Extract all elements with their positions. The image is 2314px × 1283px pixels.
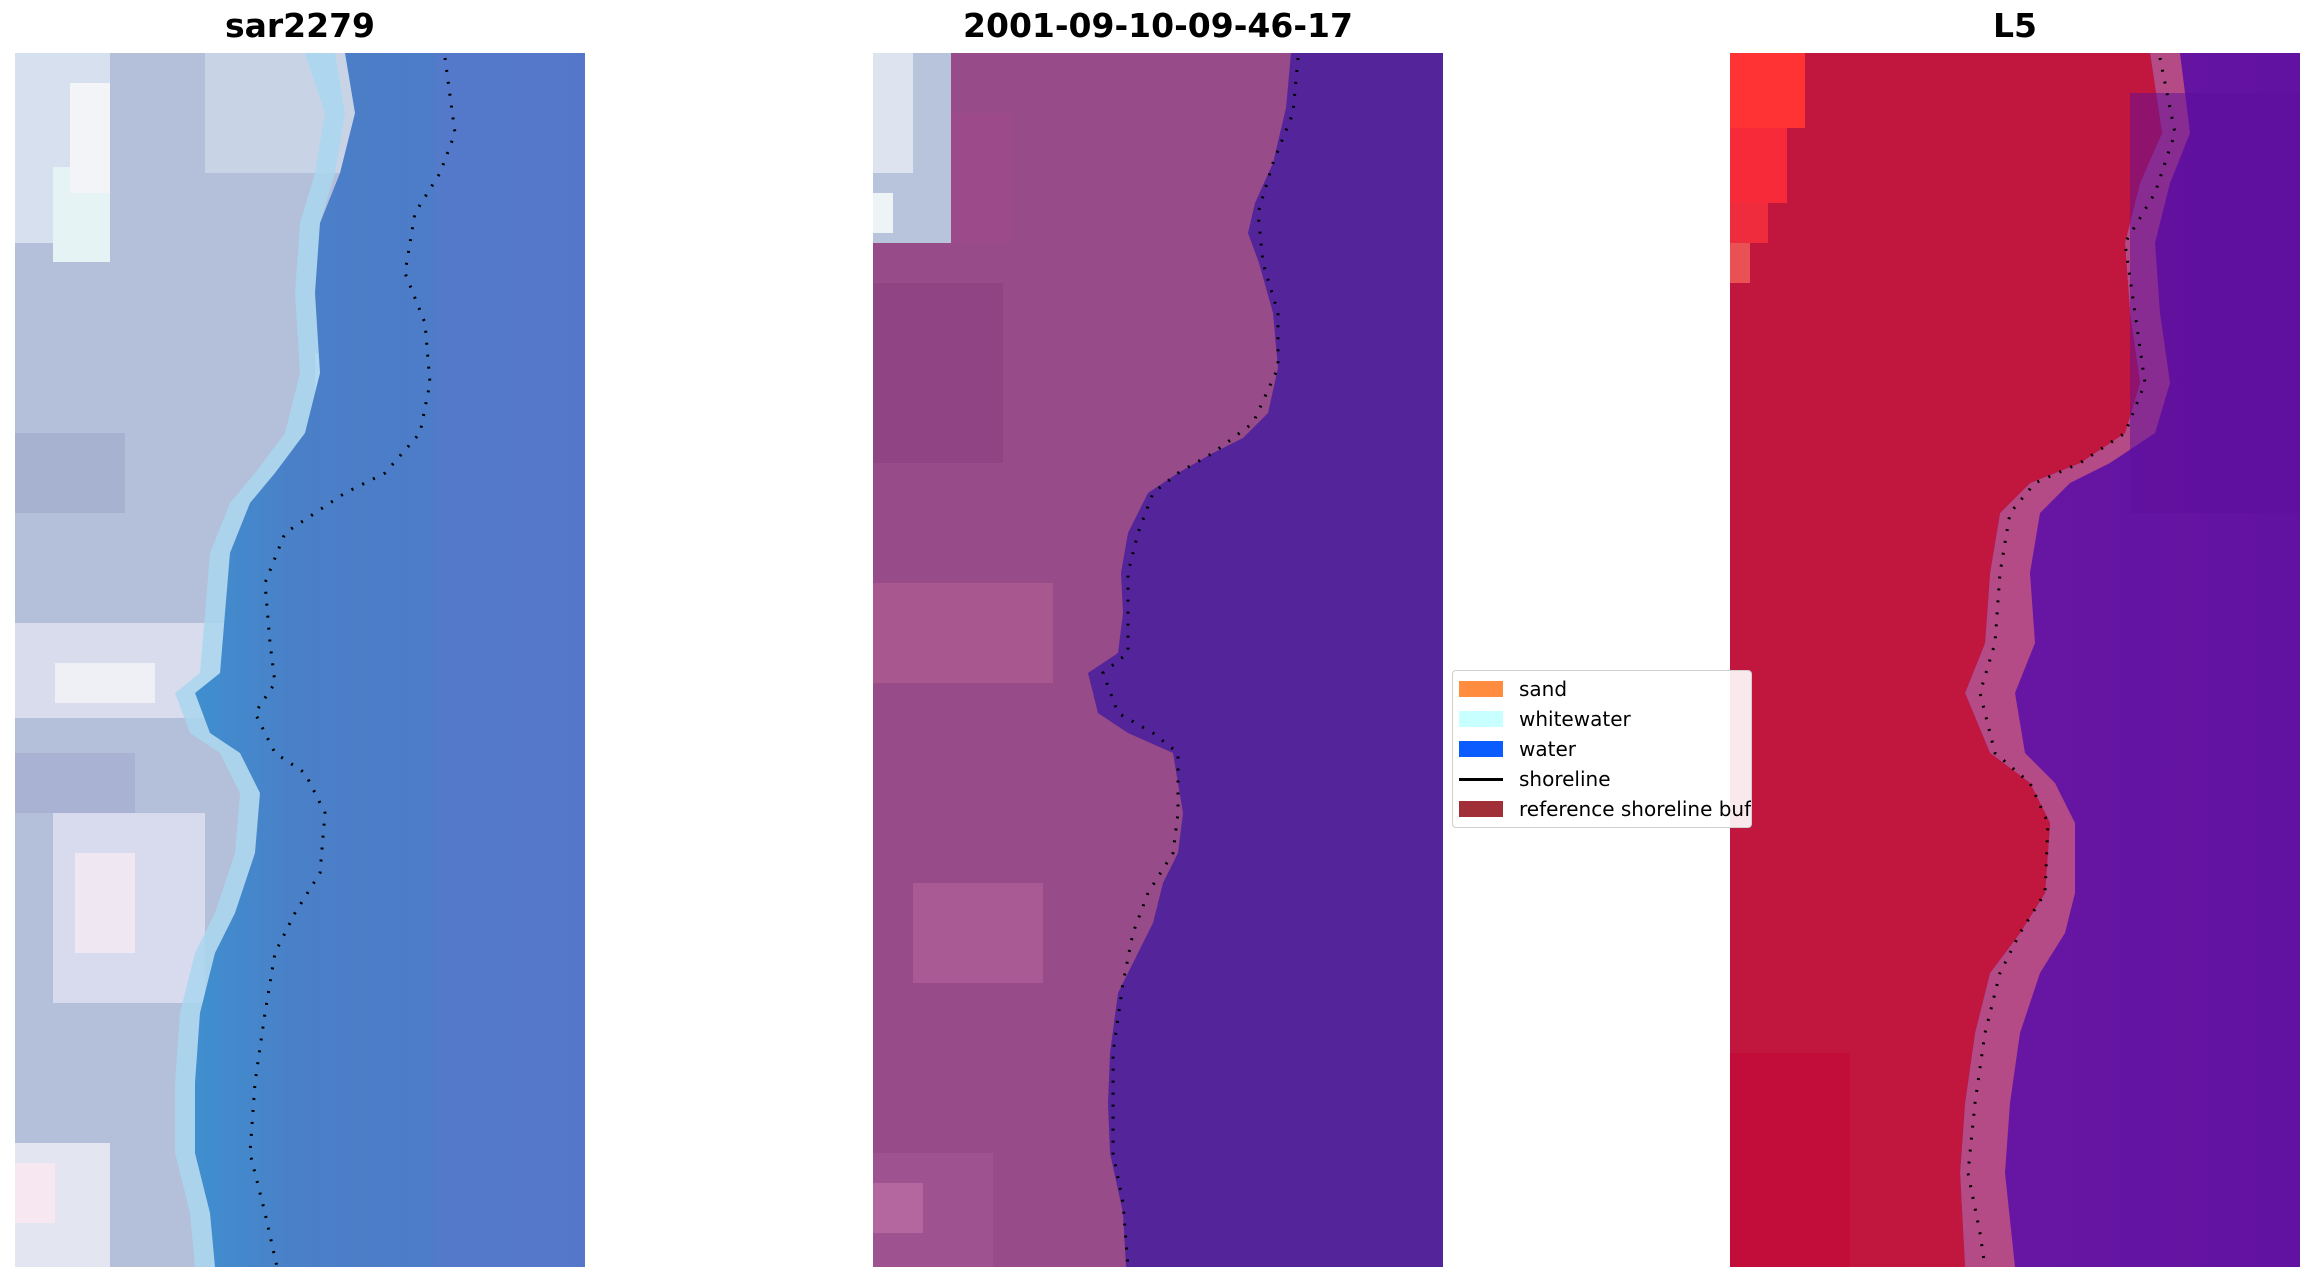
legend-item-sand: sand xyxy=(1459,674,1567,704)
rgb-image-panel xyxy=(15,53,585,1267)
rgb-image xyxy=(15,53,585,1267)
index-image xyxy=(1730,53,2300,1267)
legend-item-water: water xyxy=(1459,734,1576,764)
legend-label-whitewater: whitewater xyxy=(1519,707,1631,731)
shoreline-dots xyxy=(248,57,457,1267)
classification-image xyxy=(873,53,1443,1267)
panel-title-index: L5 xyxy=(1993,6,2037,45)
legend-item-whitewater: whitewater xyxy=(1459,704,1631,734)
legend-item-reference-buffer: reference shoreline buffer xyxy=(1459,794,1751,824)
legend-item-shoreline: shoreline xyxy=(1459,764,1611,794)
reference-buffer-swatch xyxy=(1459,801,1503,817)
classification-panel xyxy=(873,53,1443,1267)
shoreline-line-swatch xyxy=(1459,777,1503,781)
legend-label-water: water xyxy=(1519,737,1576,761)
legend-label-sand: sand xyxy=(1519,677,1568,701)
legend: sand whitewater water shoreline referenc… xyxy=(1452,670,1752,828)
water-swatch xyxy=(1459,741,1503,757)
panel-title-rgb: sar2279 xyxy=(224,6,376,45)
whitewater-swatch xyxy=(1459,711,1503,727)
sand-swatch xyxy=(1459,681,1503,697)
legend-label-shoreline: shoreline xyxy=(1519,767,1611,791)
panel-title-classification: 2001-09-10-09-46-17 xyxy=(963,6,1353,45)
legend-label-reference-buffer: reference shoreline buffer xyxy=(1519,797,1751,821)
index-panel xyxy=(1730,53,2300,1267)
